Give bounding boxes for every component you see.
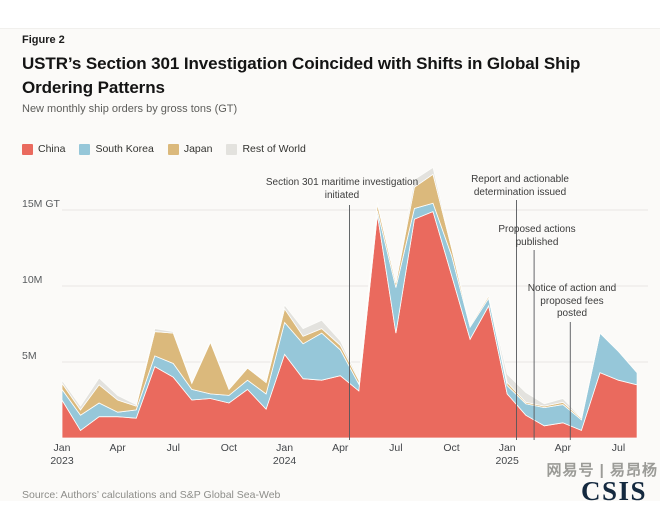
x-tick-label: Apr (109, 442, 126, 454)
title-line-1: USTR’s Section 301 Investigation Coincid… (22, 54, 581, 73)
legend-label-south-korea: South Korea (95, 143, 154, 155)
legend-label-japan: Japan (183, 143, 213, 155)
x-tick-label: Jul (611, 442, 626, 454)
legend-item-china: China (22, 143, 65, 155)
chart-legend: China South Korea Japan Rest of World (22, 143, 320, 155)
x-tick-year: 2025 (495, 455, 519, 467)
japan-swatch (167, 143, 179, 155)
title-line-2: Ordering Patterns (22, 78, 165, 97)
watermark-text: 网易号 | 易昂杨 (546, 462, 658, 479)
rest-of-world-swatch (226, 143, 238, 155)
x-tick-label: Jan 2024 (272, 442, 297, 467)
annotation-proposed-actions: Proposed actions published (498, 224, 576, 248)
x-tick-label: Jan 2023 (50, 442, 74, 467)
legend-label-rest-of-world: Rest of World (242, 143, 306, 155)
x-tick-label: Apr (554, 442, 572, 454)
x-tick-label: Oct (220, 442, 238, 454)
annotation-section-301-initiated: Section 301 maritime investigation initi… (265, 177, 419, 201)
x-tick-label: Jul (166, 442, 181, 454)
x-tick-label: Apr (332, 442, 349, 454)
source-note: Source: Authors’ calculations and S&P Gl… (22, 489, 281, 501)
y-axis-label-15m: 15M GT (22, 198, 60, 210)
x-tick-label: Oct (443, 442, 460, 454)
x-tick-year: 2024 (272, 455, 297, 467)
x-tick-year: 2023 (50, 455, 74, 467)
legend-item-south-korea: South Korea (79, 143, 154, 155)
china-swatch (22, 143, 33, 155)
y-axis-label-5m: 5M (22, 350, 37, 362)
chart-subtitle: New monthly ship orders by gross tons (G… (22, 103, 238, 115)
x-tick-label: Jul (389, 442, 403, 454)
legend-item-japan: Japan (167, 143, 213, 155)
legend-item-rest-of-world: Rest of World (226, 143, 306, 155)
annotation-notice-of-action: Notice of action and proposed fees poste… (527, 283, 617, 319)
x-tick-label: Jan 2025 (495, 442, 519, 467)
area-rest-of-world (61, 166, 638, 419)
csis-logo: CSIS (581, 476, 648, 506)
legend-label-china: China (38, 143, 66, 155)
figure-label: Figure 2 (22, 34, 65, 46)
page-title: USTR’s Section 301 Investigation Coincid… (22, 52, 647, 100)
annotation-report-issued: Report and actionable determination issu… (471, 174, 569, 198)
south-korea-swatch (79, 143, 91, 155)
y-axis-label-10m: 10M (22, 274, 43, 286)
